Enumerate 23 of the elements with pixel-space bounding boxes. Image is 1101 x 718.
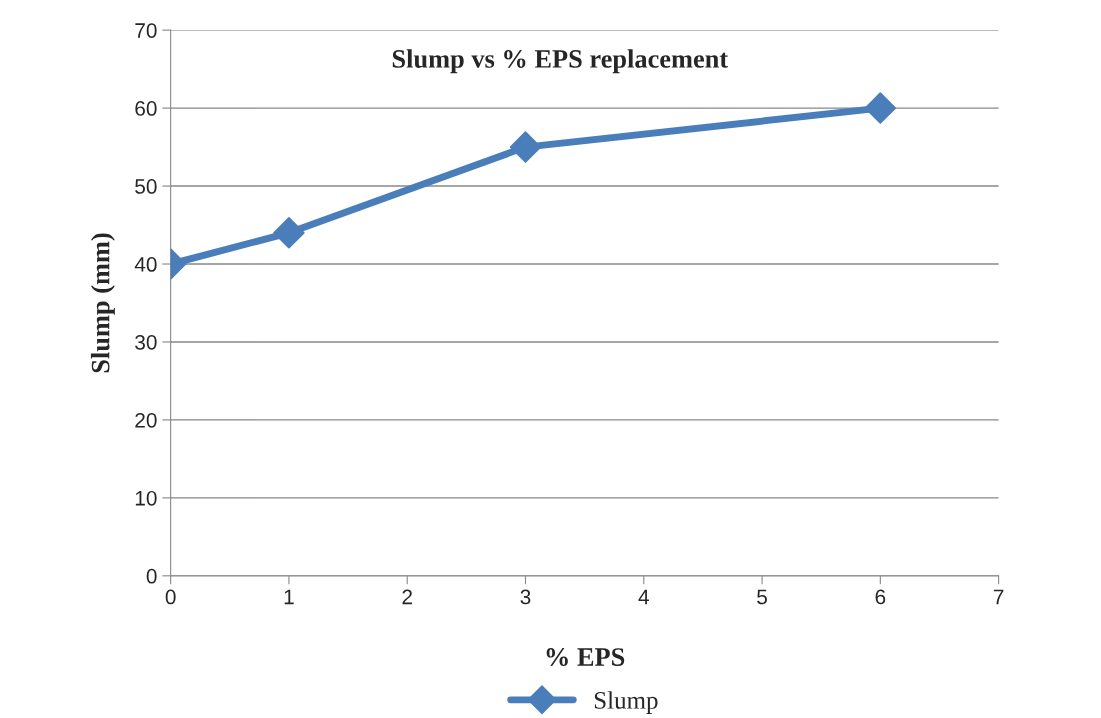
y-tick-label: 30 [135, 334, 157, 350]
point [864, 92, 897, 124]
y-tick-label: 60 [135, 101, 157, 116]
x-tick-label: 2 [402, 589, 412, 605]
x-tick-label: 4 [638, 589, 649, 605]
x-tick-label: 6 [875, 589, 886, 605]
x-tick-label: 7 [993, 589, 1004, 605]
y-tick-label: 10 [135, 490, 157, 506]
point [273, 217, 305, 249]
y-axis-title: Slump (mm) [90, 233, 115, 373]
x-tick-label: 3 [520, 589, 531, 605]
y-tick-label: 50 [135, 179, 157, 194]
x-tick-label: 5 [757, 589, 767, 605]
y-tick-label: 70 [135, 23, 157, 38]
legend-label: Slump [594, 691, 658, 714]
y-tick-label: 0 [146, 568, 157, 584]
x-axis-title: % EPS [546, 648, 625, 666]
x-tick-label: 1 [284, 589, 294, 605]
y-tick-label: 40 [134, 257, 157, 272]
x-tick-label: 0 [165, 589, 176, 605]
point [509, 131, 542, 163]
text: Slump vs % EPS replacement [392, 49, 729, 74]
y-tick-label: 20 [135, 412, 157, 428]
